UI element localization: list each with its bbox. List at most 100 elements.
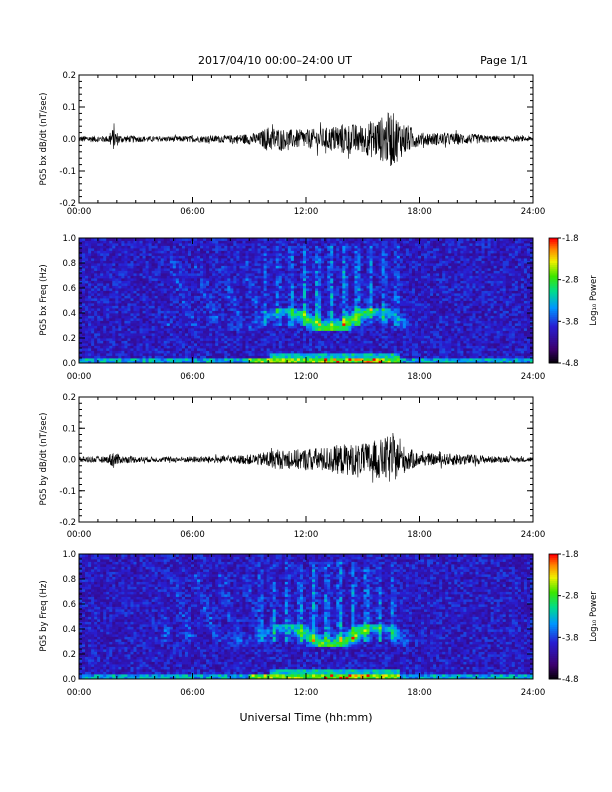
- spectrogram-cell: [357, 333, 361, 336]
- spectrogram-cell: [330, 335, 334, 339]
- spectrogram-cell: [103, 285, 107, 289]
- spectrogram-cell: [345, 310, 349, 314]
- spectrogram-cell: [82, 335, 86, 339]
- spectrogram-cell: [85, 245, 89, 249]
- spectrogram-cell: [218, 323, 222, 326]
- spectrogram-cell: [299, 348, 304, 351]
- spectrogram-cell: [293, 288, 298, 291]
- spectrogram-cell: [82, 275, 86, 279]
- spectrogram-cell: [178, 358, 183, 361]
- spectrogram-cell: [206, 260, 210, 264]
- spectrogram-cell: [172, 348, 177, 351]
- spectrogram-cell: [272, 358, 277, 361]
- spectrogram-cell: [82, 290, 86, 294]
- spectrogram-cell: [351, 335, 355, 339]
- spectrogram-cell: [112, 353, 116, 356]
- spectrogram-cell: [242, 323, 246, 326]
- spectrogram-cell: [260, 263, 265, 266]
- spectrogram-cell: [200, 243, 204, 246]
- spectrogram-cell: [82, 325, 86, 329]
- spectrogram-cell: [342, 335, 346, 339]
- spectrogram-cell: [260, 320, 265, 324]
- spectrogram-cell: [233, 250, 237, 254]
- spectrogram-cell: [154, 310, 159, 314]
- spectrogram-cell: [345, 330, 349, 334]
- spectrogram-cell: [251, 260, 255, 264]
- spectrogram-cell: [79, 325, 83, 329]
- spectrogram-cell: [327, 238, 331, 241]
- spectrogram-cell: [175, 250, 180, 254]
- spectrogram-cell: [239, 265, 243, 269]
- spectrogram-cell: [336, 285, 340, 289]
- spectrogram-cell: [194, 310, 198, 314]
- spectrogram-cell: [327, 285, 331, 289]
- spectrogram-cell: [248, 273, 252, 276]
- spectrogram-cell: [209, 278, 213, 281]
- spectrogram-cell: [290, 298, 295, 301]
- spectrogram-cell: [118, 340, 122, 344]
- spectrogram-cell: [251, 253, 255, 256]
- spectrogram-cell: [175, 308, 180, 311]
- spectrogram-cell: [106, 353, 110, 356]
- spectrogram-cell: [260, 258, 265, 261]
- spectrogram-cell: [242, 318, 246, 321]
- spectrogram-cell: [327, 255, 331, 259]
- spectrogram-cell: [172, 245, 177, 249]
- spectrogram-cell: [151, 285, 156, 289]
- spectrogram-cell: [151, 270, 156, 274]
- spectrogram-cell: [163, 323, 168, 326]
- spectrogram-cell: [109, 320, 113, 324]
- spectrogram-cell: [254, 295, 258, 299]
- spectrogram-cell: [160, 243, 165, 246]
- spectrogram-cell: [296, 300, 301, 304]
- spectrogram-cell: [79, 265, 83, 269]
- spectrogram-cell: [369, 353, 373, 356]
- spectrogram-cell: [309, 358, 313, 361]
- spectrogram-cell: [203, 288, 207, 291]
- spectrogram-cell: [200, 273, 204, 276]
- spectrogram-cell: [315, 300, 319, 304]
- spectrogram-cell: [324, 298, 328, 301]
- spectrogram-cell: [290, 343, 295, 346]
- spectrogram-cell: [302, 360, 307, 364]
- spectrogram-cell: [190, 303, 195, 306]
- spectrogram-cell: [130, 305, 134, 309]
- spectrogram-cell: [121, 343, 125, 346]
- spectrogram-cell: [318, 345, 322, 349]
- spectrogram-cell: [91, 255, 95, 259]
- spectrogram-cell: [221, 303, 225, 306]
- spectrogram-cell: [242, 358, 246, 361]
- spectrogram-cell: [145, 290, 150, 294]
- spectrogram-cell: [139, 343, 143, 346]
- spectrogram-cell: [296, 343, 301, 346]
- spectrogram-cell: [197, 308, 201, 311]
- spectrogram-cell: [172, 350, 177, 354]
- spectrogram-cell: [115, 243, 119, 246]
- spectrogram-cell: [278, 248, 283, 251]
- spectrogram-cell: [251, 258, 255, 261]
- spectrogram-cell: [230, 275, 234, 279]
- spectrogram-cell: [136, 300, 140, 304]
- spectrogram-cell: [363, 240, 367, 244]
- spectrogram-cell: [318, 275, 322, 279]
- spectrogram-cell: [184, 285, 189, 289]
- spectrogram-cell: [203, 270, 207, 274]
- spectrogram-cell: [136, 315, 140, 319]
- spectrogram-cell: [339, 240, 343, 244]
- spectrogram-cell: [315, 298, 319, 301]
- spectrogram-cell: [369, 320, 373, 324]
- spectrogram-cell: [299, 325, 304, 329]
- spectrogram-cell: [248, 305, 252, 309]
- spectrogram-cell: [85, 353, 89, 356]
- spectrogram-cell: [106, 243, 110, 246]
- spectrogram-cell: [269, 245, 274, 249]
- spectrogram-cell: [112, 315, 116, 319]
- spectrogram-cell: [224, 288, 228, 291]
- spectrogram-cell: [181, 270, 186, 274]
- spectrogram-cell: [175, 315, 180, 319]
- spectrogram-cell: [360, 333, 364, 336]
- spectrogram-cell: [348, 293, 352, 296]
- spectrogram-cell: [327, 280, 331, 284]
- spectrogram-cell: [215, 258, 219, 261]
- spectrogram-cell: [172, 258, 177, 261]
